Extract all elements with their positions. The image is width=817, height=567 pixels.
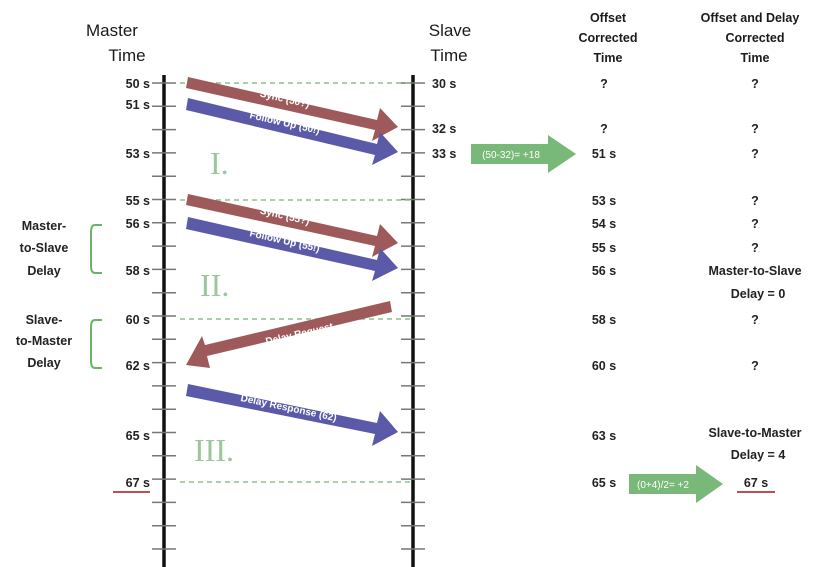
delay-request-arrow [186,301,392,368]
slave-time-label: 30 s [432,77,456,91]
delay-calc-arrow [629,465,723,503]
delay-response-arrow [186,384,398,446]
slave-header-line2: Time [430,46,467,65]
offset-value: ? [600,122,608,136]
master-time-label: 55 s [126,194,150,208]
side-label-m2s: Master- [22,219,66,233]
master-time-label: 51 s [126,98,150,112]
delay-corrected-value: ? [751,217,759,231]
phase-label-1: I. [210,145,229,181]
offset-value: 65 s [592,476,616,490]
delay-corrected-value: ? [751,241,759,255]
slave-time-label: 33 s [432,147,456,161]
side-label-m2s: to-Slave [20,241,69,255]
offset-value: 53 s [592,194,616,208]
delay-header-line3: Time [741,51,770,65]
master-time-label-final: 67 s [126,476,150,490]
bracket-m2s [90,224,102,274]
master-time-label: 62 s [126,359,150,373]
slave-time-label: 32 s [432,122,456,136]
sync-arrow-1 [186,77,398,141]
master-time-label: 53 s [126,147,150,161]
offset-value: ? [600,77,608,91]
delay-corrected-value: ? [751,194,759,208]
follow-up-arrow-1 [186,98,398,165]
offset-value: 54 s [592,217,616,231]
slave-header-line1: Slave [429,21,472,40]
delay-corrected-value: ? [751,122,759,136]
delay-corrected-value: ? [751,313,759,327]
offset-header-line1: Offset [590,11,627,25]
delay-corrected-value: ? [751,147,759,161]
delay-header-line2: Corrected [725,31,784,45]
master-time-label: 50 s [126,77,150,91]
offset-header-line2: Corrected [578,31,637,45]
delay-header-line1: Offset and Delay [701,11,800,25]
side-label-s2m: Slave- [26,313,63,327]
offset-value: 51 s [592,147,616,161]
master-time-label: 56 s [126,217,150,231]
master-header-line1: Master [86,21,138,40]
side-label-s2m: to-Master [16,334,72,348]
delay-corrected-value: ? [751,77,759,91]
master-header-line2: Time [108,46,145,65]
final-corrected-time: 67 s [744,476,768,490]
phase-label-2: II. [200,267,229,303]
side-label-m2s: Delay [27,264,60,278]
m2s-delay-note: Master-to-Slave [708,264,801,278]
offset-header-line3: Time [594,51,623,65]
offset-calc-label: (50-32)= +18 [482,150,540,161]
phase-label-3: III. [194,432,234,468]
m2s-delay-note: Delay = 0 [731,287,786,301]
delay-corrected-value: ? [751,359,759,373]
sync-arrow-2 [186,194,398,257]
side-label-s2m: Delay [27,356,60,370]
slave-tick-marks [401,82,425,550]
master-time-label: 60 s [126,313,150,327]
offset-calc-arrow [471,135,576,173]
delay-calc-label: (0+4)/2= +2 [637,480,689,491]
follow-up-arrow-2 [186,217,398,281]
s2m-delay-note: Slave-to-Master [708,426,801,440]
offset-value: 58 s [592,313,616,327]
offset-value: 63 s [592,429,616,443]
s2m-delay-note: Delay = 4 [731,448,786,462]
offset-value: 55 s [592,241,616,255]
offset-value: 56 s [592,264,616,278]
bracket-s2m [90,319,102,369]
offset-value: 60 s [592,359,616,373]
master-time-label: 65 s [126,429,150,443]
master-time-label: 58 s [126,264,150,278]
master-tick-marks [152,82,176,550]
